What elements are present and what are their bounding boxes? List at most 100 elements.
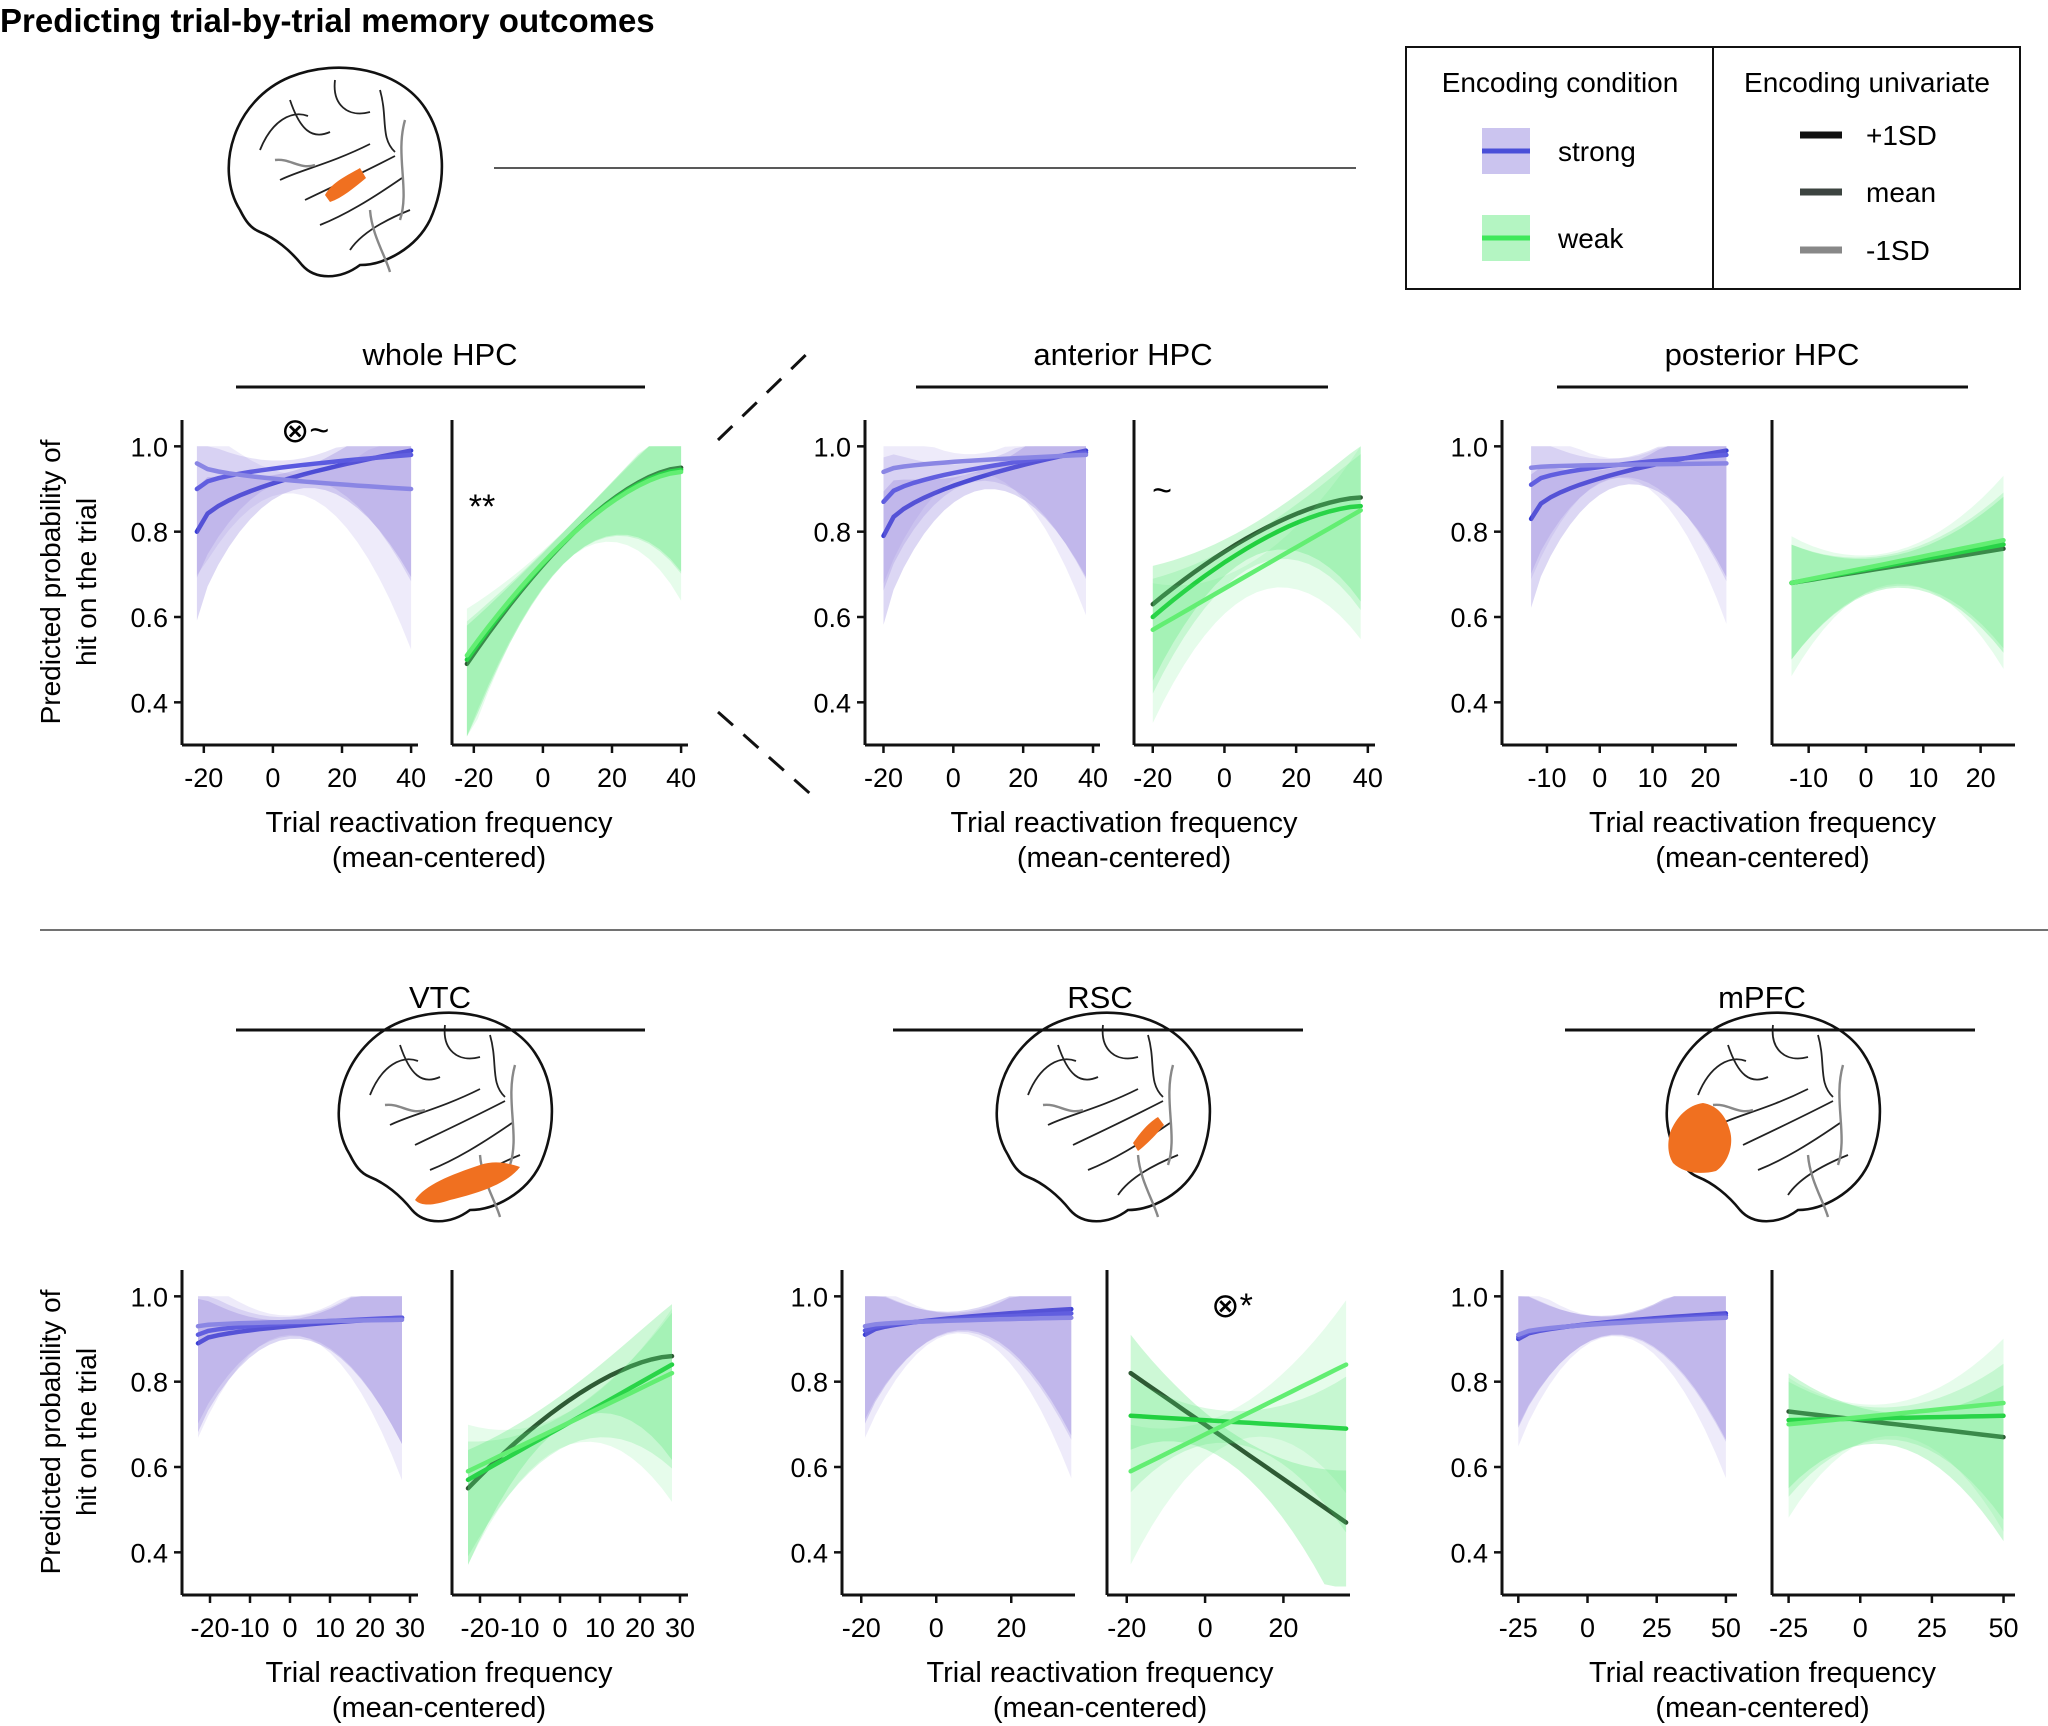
series-line-minus1sd [465, 1370, 675, 1474]
x-tick-label: 25 [1917, 1613, 1947, 1643]
x-tick-label: -25 [1769, 1613, 1808, 1643]
ci-band-minus1sd [466, 446, 682, 737]
x-tick-label: 0 [1198, 1613, 1213, 1643]
ci-band-plus1sd [865, 1296, 1072, 1436]
panel-strong: 0.4 0.6 0.8 1.0 -20 0 20 40 [130, 420, 426, 793]
y-tick-label: 0.8 [813, 518, 851, 548]
ci-band-minus1sd [196, 446, 412, 650]
brain-illustration-hpc [227, 66, 444, 278]
y-tick-label: 1.0 [130, 432, 168, 462]
ci-band-minus1sd [468, 1308, 672, 1565]
chart-anterior-hpc: anterior HPC Trial reactivation frequency… [813, 337, 1382, 874]
series-line-plus1sd [1128, 1370, 1349, 1525]
x-axis-label-line2: (mean-centered) [1017, 842, 1231, 874]
ci-band-mean [198, 1296, 402, 1444]
chart-title: whole HPC [361, 337, 517, 372]
x-tick-label: 0 [1592, 763, 1607, 793]
series-line-minus1sd [195, 1317, 405, 1329]
series-line-minus1sd [1528, 461, 1729, 470]
chart-posterior-hpc: posterior HPC Trial reactivation frequenc… [1450, 337, 2015, 874]
x-tick-label: 10 [315, 1613, 345, 1643]
x-tick-label: 10 [1908, 763, 1938, 793]
x-tick-label: 40 [396, 763, 426, 793]
chart-title: mPFC [1718, 980, 1806, 1015]
series-line-minus1sd [1789, 537, 2006, 586]
x-tick-label: -20 [184, 763, 223, 793]
x-tick-label: 0 [282, 1613, 297, 1643]
ci-band-plus1sd [466, 446, 682, 737]
x-tick-label: 20 [327, 763, 357, 793]
x-axis-label-line1: Trial reactivation frequency [265, 807, 613, 839]
legend-weak-label: weak [1557, 223, 1624, 254]
y-tick-label: 0.4 [813, 688, 851, 718]
x-tick-label: 20 [1281, 763, 1311, 793]
y-tick-label: 1.0 [790, 1282, 828, 1312]
ci-band-minus1sd [1531, 446, 1727, 624]
panel-strong: 0.4 0.6 0.8 1.0 -10 0 10 20 [1450, 420, 1737, 793]
ci-band-mean [1791, 492, 2004, 660]
y-tick-label: 0.6 [1450, 1453, 1488, 1483]
x-tick-label: 0 [1858, 763, 1873, 793]
y-tick-label: 1.0 [1450, 432, 1488, 462]
x-tick-label: 20 [1268, 1613, 1298, 1643]
series-line-minus1sd [464, 469, 684, 658]
ci-band-mean [1518, 1296, 1726, 1442]
x-tick-label: 20 [355, 1613, 385, 1643]
series-line-minus1sd [1128, 1362, 1349, 1474]
x-tick-label: 0 [946, 763, 961, 793]
x-tick-label: -20 [460, 1613, 499, 1643]
significance-annotation: ~ [1152, 472, 1172, 510]
y-tick-label: 0.8 [790, 1368, 828, 1398]
ci-band-minus1sd [1130, 1300, 1347, 1565]
y-tick-label: 0.4 [1450, 1538, 1488, 1568]
x-axis-label-line1: Trial reactivation frequency [265, 1657, 613, 1689]
series-line-minus1sd [1516, 1315, 1729, 1337]
x-tick-label: -20 [864, 763, 903, 793]
x-tick-label: 20 [996, 1613, 1026, 1643]
ci-band-minus1sd [1152, 446, 1361, 723]
x-axis-label-line2: (mean-centered) [332, 842, 546, 874]
ylabel-bottom-line1: Predicted probability of [35, 1289, 66, 1574]
legend-minus1sd-label: -1SD [1866, 235, 1930, 266]
panel-weak: -20 0 20 40 [1132, 420, 1383, 793]
chart-vtc: VTC Trial reactivation frequency(mean-cen… [130, 980, 695, 1724]
figure-title: Predicting trial-by-trial memory outcome… [0, 2, 655, 39]
ci-band-minus1sd [1791, 475, 2004, 677]
y-tick-label: 0.6 [790, 1453, 828, 1483]
panel-strong: 0.4 0.6 0.8 1.0 -20 0 20 [790, 1270, 1075, 1643]
x-axis-label-line1: Trial reactivation frequency [1589, 807, 1937, 839]
panel-weak: -20 -10 0 10 20 30 [450, 1270, 695, 1643]
y-tick-label: 0.8 [1450, 1368, 1488, 1398]
chart-mpfc: mPFC Trial reactivation frequency(mean-ce… [1450, 980, 2018, 1724]
x-axis-label-line2: (mean-centered) [1655, 842, 1869, 874]
y-tick-label: 0.8 [1450, 518, 1488, 548]
x-tick-label: 0 [1217, 763, 1232, 793]
y-tick-label: 1.0 [813, 432, 851, 462]
x-tick-label: -20 [190, 1613, 229, 1643]
chart-title: anterior HPC [1033, 337, 1212, 372]
y-tick-label: 0.4 [130, 688, 168, 718]
panel-weak: -25 0 25 50 [1769, 1270, 2019, 1643]
ci-band-plus1sd [1518, 1296, 1726, 1440]
ci-band-mean [468, 1312, 672, 1557]
x-tick-label: -20 [1133, 763, 1172, 793]
brain-illustration-mpfc [1665, 1011, 1882, 1223]
brain-illustration-vtc [337, 1011, 554, 1223]
brain-highlight-mpfc [1668, 1103, 1732, 1173]
x-tick-label: -20 [842, 1613, 881, 1643]
series-line-minus1sd [194, 461, 414, 492]
ci-band-mean [466, 446, 682, 737]
x-tick-label: 40 [666, 763, 696, 793]
y-tick-label: 0.8 [130, 518, 168, 548]
panel-strong: 0.4 0.6 0.8 1.0 -25 0 25 50 [1450, 1270, 1741, 1643]
ci-band-mean [1531, 446, 1727, 582]
x-tick-label: 30 [395, 1613, 425, 1643]
ci-band-minus1sd [198, 1296, 402, 1481]
x-tick-label: 40 [1353, 763, 1383, 793]
series-line-mean [1128, 1413, 1349, 1431]
x-tick-label: 25 [1642, 1613, 1672, 1643]
x-axis-label-line2: (mean-centered) [1655, 1692, 1869, 1724]
x-tick-label: 20 [1966, 763, 1996, 793]
